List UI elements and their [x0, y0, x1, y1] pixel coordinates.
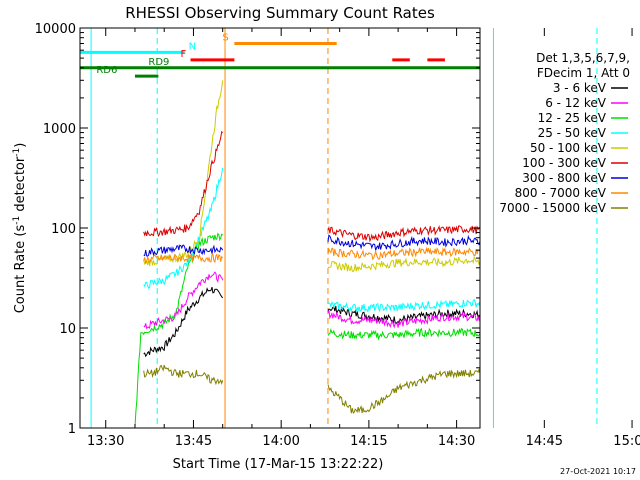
x-tick-label: 14:00 — [262, 434, 299, 449]
legend-label: 300 - 800 keV — [522, 171, 606, 185]
y-tick-label: 100 — [51, 222, 76, 237]
legend-label: 25 - 50 keV — [538, 126, 607, 140]
series-line — [143, 80, 224, 266]
x-tick-label: 13:30 — [87, 434, 124, 449]
y-tick-label: 10000 — [35, 22, 76, 37]
legend-label: 100 - 300 keV — [522, 156, 606, 170]
legend-label: 3 - 6 keV — [553, 81, 607, 95]
series-line — [143, 244, 224, 257]
series-line — [327, 368, 481, 414]
x-tick-label: 14:30 — [438, 434, 475, 449]
status-bar-label: S — [222, 32, 228, 43]
y-tick-label: 1 — [68, 422, 76, 437]
series-line — [327, 256, 481, 274]
x-tick-label: 13:45 — [175, 434, 212, 449]
series-line — [143, 252, 224, 265]
legend-label: 6 - 12 keV — [545, 96, 607, 110]
series-line — [327, 224, 481, 243]
series-line — [143, 286, 224, 358]
series-line — [327, 327, 481, 341]
legend-label: 7000 - 15000 keV — [499, 201, 606, 215]
series-line — [327, 246, 481, 262]
legend-label: 12 - 25 keV — [538, 111, 607, 125]
series-line — [143, 130, 224, 237]
x-tick-label: 15:00 — [613, 434, 640, 449]
chart-title: RHESSI Observing Summary Count Rates — [125, 4, 435, 22]
x-tick-label: 14:15 — [350, 434, 387, 449]
y-axis-label-sup: -1 — [12, 148, 22, 157]
series-line — [327, 310, 481, 333]
status-bar-label: N — [189, 41, 196, 52]
status-bar-label: RD6 — [96, 65, 117, 76]
series-line — [327, 298, 481, 316]
legend-header: FDecim 1, Att 0 — [537, 66, 630, 80]
series-line — [143, 364, 224, 386]
y-axis-label-part: Count Rate (s — [13, 225, 28, 314]
series-line — [143, 271, 224, 330]
series-line — [134, 232, 224, 427]
series-line — [327, 305, 481, 359]
status-bar-label: RD9 — [148, 57, 169, 68]
x-tick-label: 14:45 — [526, 434, 563, 449]
legend-label: 800 - 7000 keV — [515, 186, 607, 200]
y-axis-label: Count Rate (s-1 detector-1) — [12, 143, 28, 314]
y-tick-label: 1000 — [43, 122, 76, 137]
y-axis-label-part: detector — [13, 156, 28, 216]
y-tick-label: 10 — [59, 322, 76, 337]
x-axis-label: Start Time (17-Mar-15 13:22:22) — [173, 457, 384, 472]
y-axis-label-sup: -1 — [12, 216, 22, 225]
legend: Det 1,3,5,6,7,9, FDecim 1, Att 0 3 - 6 k… — [499, 51, 630, 215]
plot-area: N S F RD9 RD6 — [80, 28, 598, 428]
axes: 1 10 100 1000 10000 13:30 13:45 14:00 14:15 14:30… — [35, 22, 640, 449]
series-line — [143, 167, 224, 289]
legend-header: Det 1,3,5,6,7,9, — [536, 51, 630, 65]
y-axis-label-part: ) — [13, 143, 28, 148]
legend-label: 50 - 100 keV — [530, 141, 607, 155]
series-line — [327, 234, 481, 251]
status-bar-label: F — [181, 49, 187, 60]
footer-date: 27-Oct-2021 10:17 — [560, 467, 636, 476]
